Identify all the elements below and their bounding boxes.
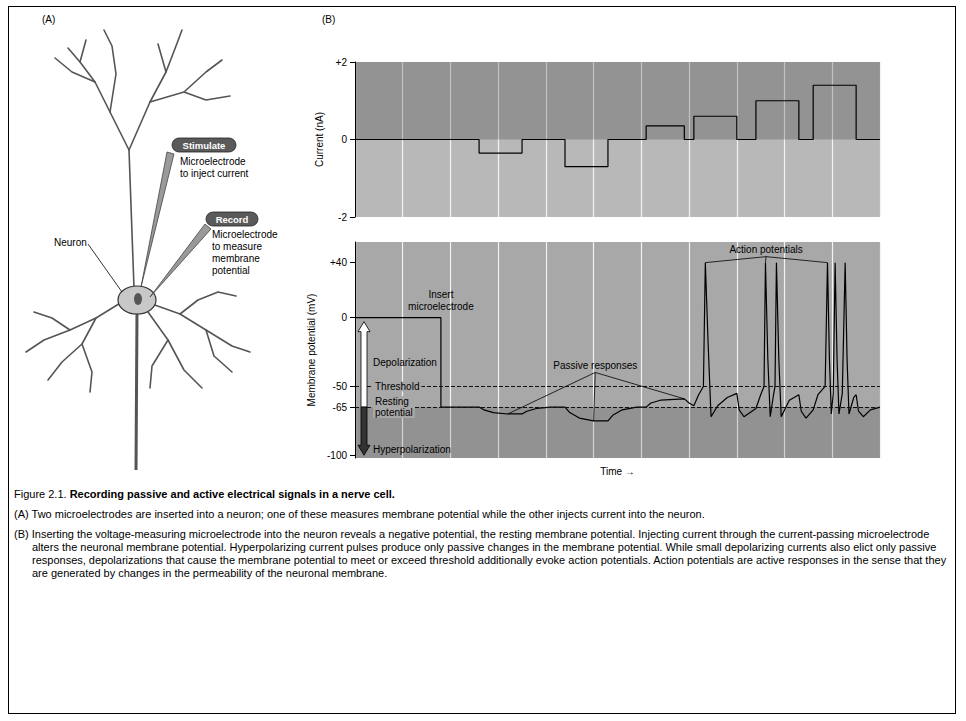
- svg-text:potential: potential: [212, 265, 250, 276]
- svg-text:Depolarization: Depolarization: [373, 357, 437, 368]
- html-text:(B) Inserting the voltage-meas: (B) Inserting the voltage-measuring micr…: [14, 528, 947, 579]
- svg-text:membrane: membrane: [212, 253, 260, 264]
- html-text:(A): (A): [42, 14, 56, 25]
- svg-text:-65: -65: [333, 402, 348, 413]
- html-text:(B): (B): [322, 14, 336, 25]
- svg-text:microelectrode: microelectrode: [408, 301, 474, 312]
- svg-text:-2: -2: [338, 212, 347, 223]
- svg-text:potential: potential: [375, 407, 413, 418]
- svg-text:Current (nA): Current (nA): [314, 112, 325, 167]
- svg-text:Time →: Time →: [600, 466, 635, 477]
- svg-text:to inject current: to inject current: [180, 168, 249, 179]
- svg-text:Stimulate: Stimulate: [183, 140, 226, 151]
- svg-text:Microelectrode: Microelectrode: [212, 229, 278, 240]
- svg-text:to measure: to measure: [212, 241, 262, 252]
- svg-text:+2: +2: [336, 57, 348, 68]
- svg-text:Action potentials: Action potentials: [729, 244, 802, 255]
- html-text:Figure 2.1. Recording passive: Figure 2.1. Recording passive and active…: [14, 488, 395, 500]
- html-text:(A) Two microelectrodes are in: (A) Two microelectrodes are inserted int…: [14, 508, 705, 520]
- svg-text:+40: +40: [330, 257, 347, 268]
- svg-text:Record: Record: [216, 214, 249, 225]
- svg-text:Hyperpolarization: Hyperpolarization: [373, 444, 451, 455]
- svg-text:0: 0: [341, 312, 347, 323]
- svg-text:Resting: Resting: [375, 396, 409, 407]
- svg-text:Microelectrode: Microelectrode: [180, 156, 246, 167]
- svg-text:Threshold: Threshold: [375, 381, 419, 392]
- svg-text:Passive responses: Passive responses: [553, 360, 637, 371]
- svg-text:0: 0: [341, 134, 347, 145]
- svg-text:-50: -50: [333, 381, 348, 392]
- svg-text:Membrane potential (mV): Membrane potential (mV): [306, 294, 317, 407]
- svg-text:-100: -100: [327, 450, 347, 461]
- svg-text:Neuron: Neuron: [54, 237, 87, 248]
- svg-text:Insert: Insert: [428, 289, 453, 300]
